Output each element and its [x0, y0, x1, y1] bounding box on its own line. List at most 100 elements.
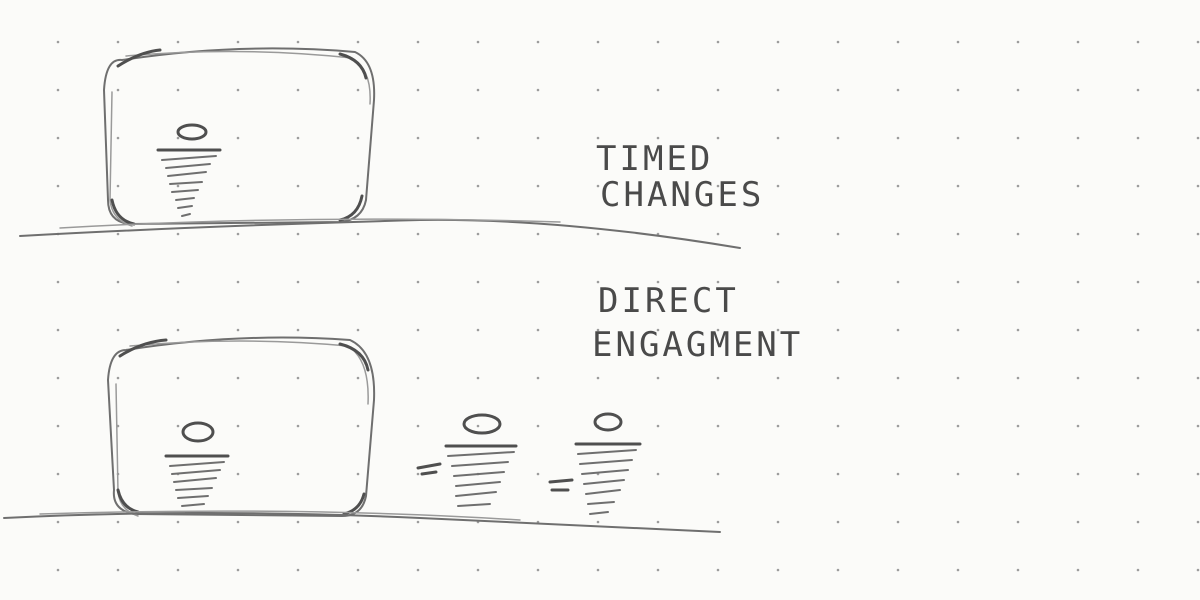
grid-dot [116, 376, 120, 380]
grid-dot [1196, 520, 1200, 524]
direct-engagement-panel: DIRECT ENGAGMENT [3, 281, 803, 533]
grid-dot [1016, 184, 1020, 188]
grid-dot [116, 232, 120, 236]
grid-dot [1016, 520, 1020, 524]
grid-dot [1076, 328, 1080, 332]
grid-dot [656, 568, 660, 572]
grid-dot [1136, 136, 1140, 140]
grid-dot [116, 136, 120, 140]
grid-dot [56, 472, 60, 476]
grid-dot [896, 376, 900, 380]
grid-dot [656, 328, 660, 332]
grid-dot [596, 376, 600, 380]
grid-dot [476, 424, 480, 428]
grid-dot [956, 280, 960, 284]
grid-dot [116, 568, 120, 572]
grid-dot [176, 520, 180, 524]
grid-dot [1136, 280, 1140, 284]
top-spring-figure [156, 123, 222, 217]
grid-dot [596, 328, 600, 332]
grid-dot [536, 40, 540, 44]
grid-dot [596, 280, 600, 284]
grid-dot [1196, 88, 1200, 92]
grid-dot [116, 184, 120, 188]
grid-dot [236, 88, 240, 92]
grid-dot [956, 184, 960, 188]
grid-dot [296, 328, 300, 332]
grid-dot [236, 136, 240, 140]
grid-dot [1136, 376, 1140, 380]
grid-dot [956, 424, 960, 428]
grid-dot [896, 136, 900, 140]
grid-dot [1196, 40, 1200, 44]
grid-dot [896, 280, 900, 284]
grid-dot [56, 136, 60, 140]
engagment-label: ENGAGMENT [592, 325, 803, 365]
timed-changes-panel: TIMED CHANGES [19, 47, 764, 249]
grid-dot [836, 280, 840, 284]
grid-dot [116, 88, 120, 92]
grid-dot [1196, 568, 1200, 572]
grid-dot [1016, 376, 1020, 380]
grid-dot [1136, 88, 1140, 92]
grid-dot [896, 40, 900, 44]
grid-dot [1016, 568, 1020, 572]
top-frame-corner [338, 194, 364, 222]
grid-dot [716, 88, 720, 92]
grid-dot [1076, 568, 1080, 572]
grid-dot [176, 232, 180, 236]
grid-dot [236, 568, 240, 572]
grid-dot [536, 424, 540, 428]
grid-dot [1076, 424, 1080, 428]
grid-dot [356, 88, 360, 92]
grid-dot [1196, 328, 1200, 332]
grid-dot [776, 88, 780, 92]
grid-dot [596, 568, 600, 572]
grid-dot [776, 328, 780, 332]
grid-dot [536, 376, 540, 380]
grid-dot [176, 88, 180, 92]
grid-dot [356, 232, 360, 236]
grid-dot [1136, 184, 1140, 188]
grid-dot [476, 376, 480, 380]
grid-dot [416, 472, 420, 476]
grid-dot [476, 280, 480, 284]
grid-dot [1136, 40, 1140, 44]
grid-dot [296, 232, 300, 236]
grid-dot [1076, 472, 1080, 476]
grid-dot [716, 424, 720, 428]
dot-grid [56, 40, 1200, 572]
grid-dot [596, 88, 600, 92]
grid-dot [896, 232, 900, 236]
grid-dot [296, 520, 300, 524]
bottom-screen-frame-stroke [115, 340, 369, 517]
grid-dot [1136, 424, 1140, 428]
bottom-frame-corner [338, 342, 370, 372]
grid-dot [896, 328, 900, 332]
grid-dot [1196, 472, 1200, 476]
grid-dot [236, 184, 240, 188]
grid-dot [476, 136, 480, 140]
grid-dot [56, 424, 60, 428]
bottom-frame-corner [118, 338, 168, 358]
grid-dot [1196, 232, 1200, 236]
grid-dot [896, 472, 900, 476]
grid-dot [176, 136, 180, 140]
grid-dot [116, 328, 120, 332]
grid-dot [536, 328, 540, 332]
grid-dot [356, 520, 360, 524]
bouncing-spring-figure-1 [416, 413, 518, 507]
changes-label: CHANGES [600, 175, 764, 215]
grid-dot [776, 184, 780, 188]
grid-dot [956, 328, 960, 332]
grid-dot [716, 472, 720, 476]
grid-dot [296, 136, 300, 140]
grid-dot [716, 280, 720, 284]
grid-dot [956, 376, 960, 380]
grid-dot [536, 472, 540, 476]
grid-dot [1016, 424, 1020, 428]
grid-dot [1196, 136, 1200, 140]
grid-dot [896, 88, 900, 92]
bottom-ground-line-stroke [39, 510, 521, 521]
